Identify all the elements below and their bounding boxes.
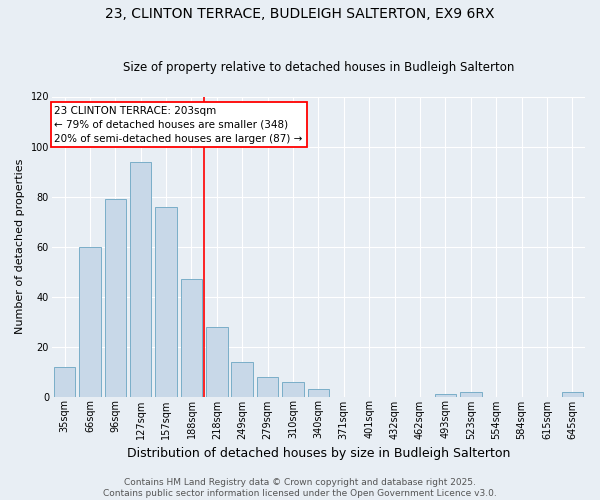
Bar — [308, 389, 329, 396]
Bar — [104, 199, 126, 396]
Bar — [434, 394, 456, 396]
Bar — [257, 376, 278, 396]
Bar — [130, 162, 151, 396]
Text: 23 CLINTON TERRACE: 203sqm
← 79% of detached houses are smaller (348)
20% of sem: 23 CLINTON TERRACE: 203sqm ← 79% of deta… — [55, 106, 303, 144]
Text: 23, CLINTON TERRACE, BUDLEIGH SALTERTON, EX9 6RX: 23, CLINTON TERRACE, BUDLEIGH SALTERTON,… — [105, 8, 495, 22]
Bar — [54, 366, 76, 396]
Bar — [282, 382, 304, 396]
Y-axis label: Number of detached properties: Number of detached properties — [15, 159, 25, 334]
Bar — [460, 392, 482, 396]
Title: Size of property relative to detached houses in Budleigh Salterton: Size of property relative to detached ho… — [123, 62, 514, 74]
Bar — [79, 246, 101, 396]
Bar — [232, 362, 253, 396]
Text: Contains HM Land Registry data © Crown copyright and database right 2025.
Contai: Contains HM Land Registry data © Crown c… — [103, 478, 497, 498]
Bar — [562, 392, 583, 396]
Bar — [155, 206, 177, 396]
Bar — [206, 326, 227, 396]
X-axis label: Distribution of detached houses by size in Budleigh Salterton: Distribution of detached houses by size … — [127, 447, 510, 460]
Bar — [181, 279, 202, 396]
